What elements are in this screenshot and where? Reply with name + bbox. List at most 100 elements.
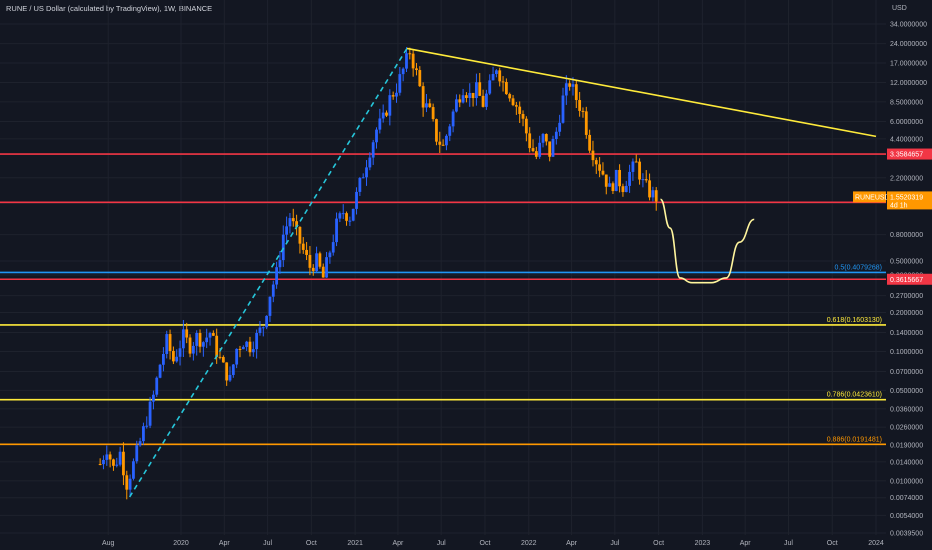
price-tick-label: 2.2000000 xyxy=(890,175,923,182)
candle-body xyxy=(425,103,428,108)
candle-body xyxy=(268,296,272,316)
candle-body xyxy=(491,74,495,81)
time-axis-bg xyxy=(0,536,932,550)
candle-body xyxy=(648,180,651,198)
candle-body xyxy=(138,441,142,446)
price-tick-label: 34.0000000 xyxy=(890,22,927,29)
candle-body xyxy=(308,254,312,268)
candle-body xyxy=(654,190,658,202)
candle-body xyxy=(641,179,645,181)
candle-body xyxy=(231,364,235,375)
candle-body xyxy=(345,213,348,221)
level-price-tag xyxy=(887,273,932,285)
candle-body xyxy=(195,332,199,346)
candle-body xyxy=(601,170,605,175)
time-tick-label: 2022 xyxy=(521,540,537,547)
candle-body xyxy=(135,445,139,462)
candle-body xyxy=(122,451,125,476)
candle-body xyxy=(142,426,145,442)
candle-body xyxy=(238,348,242,350)
candle-body xyxy=(415,68,418,71)
symbol-tag-text: RUNEUSD xyxy=(855,194,890,201)
candle-body xyxy=(181,329,185,349)
candle-body xyxy=(471,92,475,99)
time-tick-label: 2021 xyxy=(347,540,363,547)
time-axis[interactable]: Aug 2020 Apr Jul Oct 2021 Apr Jul Oct 2022 Apr Jul O… xyxy=(0,536,932,550)
candle-body xyxy=(401,68,405,75)
candle-body xyxy=(331,242,335,253)
countdown-text: 4d 1h xyxy=(890,202,908,209)
candle-body xyxy=(408,53,412,55)
trendline[interactable] xyxy=(128,48,408,498)
candle-body xyxy=(305,249,308,255)
candle-body xyxy=(301,243,305,250)
candle-body xyxy=(132,461,135,479)
time-tick-label: Oct xyxy=(653,540,664,547)
candle-body xyxy=(241,346,245,350)
candle-body xyxy=(98,463,102,465)
candle-body xyxy=(291,218,295,222)
candle-body xyxy=(395,92,398,97)
candle-body xyxy=(485,93,488,107)
trendlines[interactable] xyxy=(128,47,877,498)
price-tick-label: 6.0000000 xyxy=(890,119,923,126)
candle-body xyxy=(501,81,505,83)
candle-body xyxy=(445,135,448,146)
candle-body xyxy=(428,103,432,108)
candle-body xyxy=(118,451,122,465)
candle-body xyxy=(584,111,588,135)
candle-body xyxy=(365,167,368,178)
time-tick-label: Aug xyxy=(102,540,115,547)
price-tick-label: 0.2700000 xyxy=(890,293,923,300)
price-tick-label: 0.0074000 xyxy=(890,495,923,502)
price-unit-label: USD xyxy=(892,5,907,12)
candle-body xyxy=(278,260,282,268)
candle-body xyxy=(494,70,498,75)
projection-path[interactable] xyxy=(659,198,755,284)
candle-body xyxy=(191,345,195,354)
price-tick-label: 0.0100000 xyxy=(890,478,923,485)
candle-body xyxy=(225,362,229,381)
candle-body xyxy=(215,335,219,357)
price-tick-label: 4.4000000 xyxy=(890,136,923,143)
candle-body xyxy=(568,83,572,87)
candle-body xyxy=(328,252,332,258)
candle-body xyxy=(451,111,455,127)
price-tick-label: 0.0700000 xyxy=(890,369,923,376)
candle-body xyxy=(411,53,415,69)
price-tick-label: 17.0000000 xyxy=(890,60,927,67)
candle-body xyxy=(455,99,458,112)
candle-body xyxy=(651,190,655,198)
candle-body xyxy=(358,178,362,192)
candle-body xyxy=(318,253,322,267)
candle-body xyxy=(594,160,598,165)
candle-body xyxy=(351,208,355,221)
time-tick-label: Apr xyxy=(740,540,752,547)
fib-level-label: 0.786(0.0423610) xyxy=(827,392,882,399)
level-price-tag xyxy=(887,148,932,160)
candle-body xyxy=(418,70,422,87)
candle-body xyxy=(531,148,535,152)
candle-body xyxy=(475,82,478,99)
candle-body xyxy=(561,95,565,123)
candle-body xyxy=(298,226,302,244)
candle-body xyxy=(168,334,172,351)
candle-body xyxy=(628,171,631,186)
candle-body xyxy=(631,161,635,172)
candle-body xyxy=(145,425,149,427)
candle-body xyxy=(378,118,382,130)
candle-body xyxy=(271,284,275,297)
candle-body xyxy=(341,213,345,215)
trendline[interactable] xyxy=(406,47,877,138)
candle-body xyxy=(458,99,462,103)
candle-body xyxy=(518,106,522,114)
candle-body xyxy=(511,98,515,106)
price-tick-label: 0.2000000 xyxy=(890,310,923,317)
time-tick-label: 2023 xyxy=(695,540,711,547)
symbol-tag xyxy=(853,191,886,203)
time-tick-label: Oct xyxy=(306,540,317,547)
projection-curve[interactable] xyxy=(659,198,755,284)
candle-body xyxy=(108,454,112,460)
time-tick-label: Apr xyxy=(566,540,578,547)
